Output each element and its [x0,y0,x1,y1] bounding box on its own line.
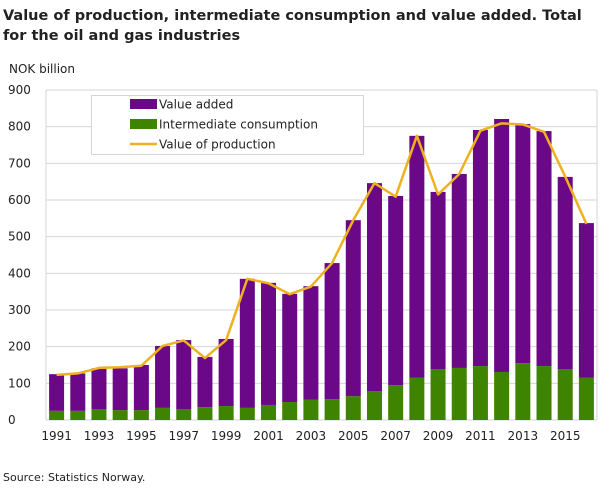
bar-value-added [557,176,573,370]
x-tick-label: 2005 [338,429,369,443]
legend-label: Value of production [159,138,276,152]
bar-intermediate-consumption [282,402,298,420]
bar-value-added [303,286,319,400]
bar-value-added [409,135,425,378]
chart-title: Value of production, intermediate consum… [3,8,582,44]
bar-intermediate-consumption [324,399,340,420]
bar-intermediate-consumption [430,369,446,420]
bar-intermediate-consumption [472,366,488,420]
bar-value-added [70,373,86,411]
bar-intermediate-consumption [536,366,552,420]
bar-intermediate-consumption [303,399,319,420]
bar-intermediate-consumption [133,410,149,420]
y-tick-label: 300 [8,303,31,317]
bar-intermediate-consumption [345,396,361,420]
y-tick-label: 200 [8,340,31,354]
x-tick-label: 1993 [84,429,115,443]
line-value-of-production [56,122,588,377]
legend-swatch-0 [130,99,157,109]
y-tick-label: 400 [8,266,31,280]
x-tick-label: 2007 [380,429,411,443]
bar-value-added [282,293,298,403]
bar-intermediate-consumption [366,391,382,420]
y-tick-label: 900 [8,83,31,97]
x-tick-label: 2011 [465,429,496,443]
bar-value-added [472,129,488,367]
bar-intermediate-consumption [515,363,531,420]
legend: Value added Intermediate consumption Value… [91,95,364,155]
y-tick-label: 0 [8,413,16,427]
bar-value-added [49,374,65,411]
y-tick-label: 100 [8,376,31,390]
y-tick-label: 700 [8,156,31,170]
bar-value-added [515,124,531,364]
bar-value-added [324,263,340,400]
x-tick-label: 1991 [41,429,72,443]
legend-label: Intermediate consumption [159,118,318,132]
x-tick-label: 1995 [126,429,157,443]
x-tick-label: 2009 [423,429,454,443]
bar-value-added [345,220,361,397]
bar-intermediate-consumption [388,385,404,420]
bar-value-added [133,365,149,411]
bar-intermediate-consumption [218,406,234,420]
y-tick-label: 500 [8,230,31,244]
bar-value-added [239,278,255,408]
bar-value-added [451,173,467,368]
bar-intermediate-consumption [91,409,107,420]
bar-intermediate-consumption [409,377,425,420]
bar-value-added [197,356,213,408]
bar-value-added [536,131,552,367]
bar-value-added [366,183,382,392]
bar-value-added [578,223,594,378]
bar-intermediate-consumption [155,407,171,420]
legend-label: Value added [159,98,233,112]
bar-intermediate-consumption [70,410,86,420]
x-tick-label: 2015 [550,429,581,443]
y-axis-label: NOK billion [9,62,76,76]
bar-intermediate-consumption [494,371,510,420]
y-tick-label: 800 [8,120,31,134]
bar-value-added [494,118,510,372]
bar-intermediate-consumption [197,407,213,420]
x-tick-label: 2001 [253,429,284,443]
bar-intermediate-consumption [261,404,277,420]
bar-value-added [155,345,171,408]
bar-intermediate-consumption [176,409,192,420]
y-tick-label: 600 [8,193,31,207]
x-tick-label: 1997 [168,429,199,443]
bar-value-added [176,340,192,409]
bar-intermediate-consumption [239,407,255,420]
bar-value-added [388,195,404,386]
source-note: Source: Statistics Norway. [3,471,146,484]
bar-value-added [112,368,128,411]
x-tick-label: 1999 [211,429,242,443]
bar-intermediate-consumption [49,410,65,420]
bar-intermediate-consumption [112,410,128,420]
bar-intermediate-consumption [451,367,467,420]
x-tick-label: 2003 [296,429,327,443]
bar-intermediate-consumption [578,377,594,420]
bar-value-added [91,368,107,409]
bar-value-added [261,282,277,405]
x-tick-label: 2013 [508,429,539,443]
bar-value-added [430,191,446,370]
bar-intermediate-consumption [557,369,573,420]
legend-swatch-1 [130,119,157,129]
bar-value-added [218,338,234,407]
